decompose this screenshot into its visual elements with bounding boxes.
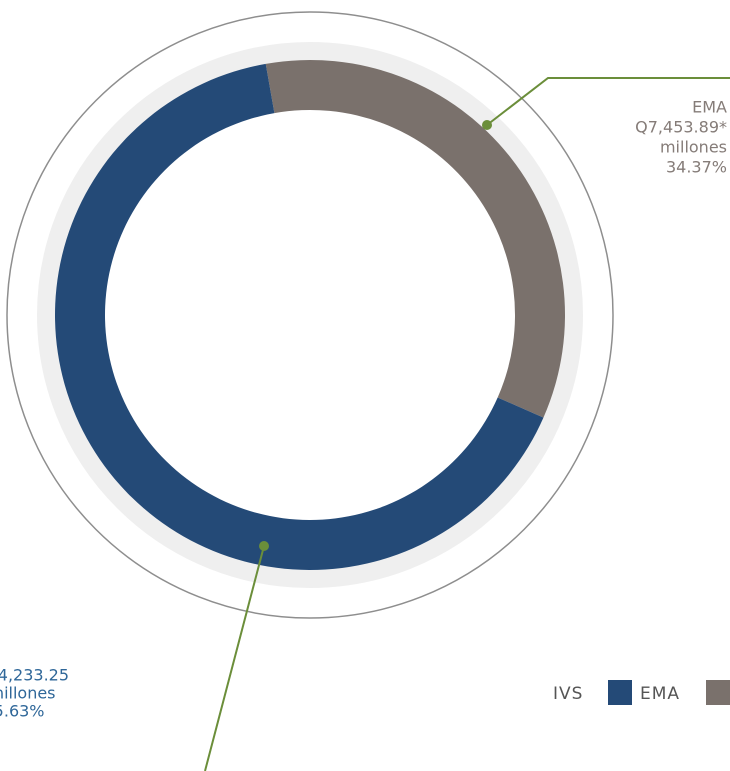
legend-swatch [608,680,632,705]
legend-swatch [706,680,730,705]
slice-unit: millones [660,138,727,157]
outer-ring [6,11,614,619]
slice-percent: 34.37% [666,158,727,177]
leader-line [204,545,265,771]
slice-amount: Q14,233.25 [0,666,69,685]
slice-unit: millones [0,684,56,703]
slice [265,60,566,418]
slice-amount: Q7,453.89* [635,118,727,137]
slice-percent: 65.63% [0,702,45,721]
halo-ring [37,42,583,588]
legend-label: EMA [640,684,680,704]
leader-dot [482,120,492,130]
leader-dot [259,541,269,551]
slice-name: EMA [692,98,727,117]
legend: IVS EMA [553,680,730,705]
donut [55,60,566,570]
legend-label: IVS [553,684,583,704]
leader-line [486,77,730,126]
leaders [204,77,730,771]
